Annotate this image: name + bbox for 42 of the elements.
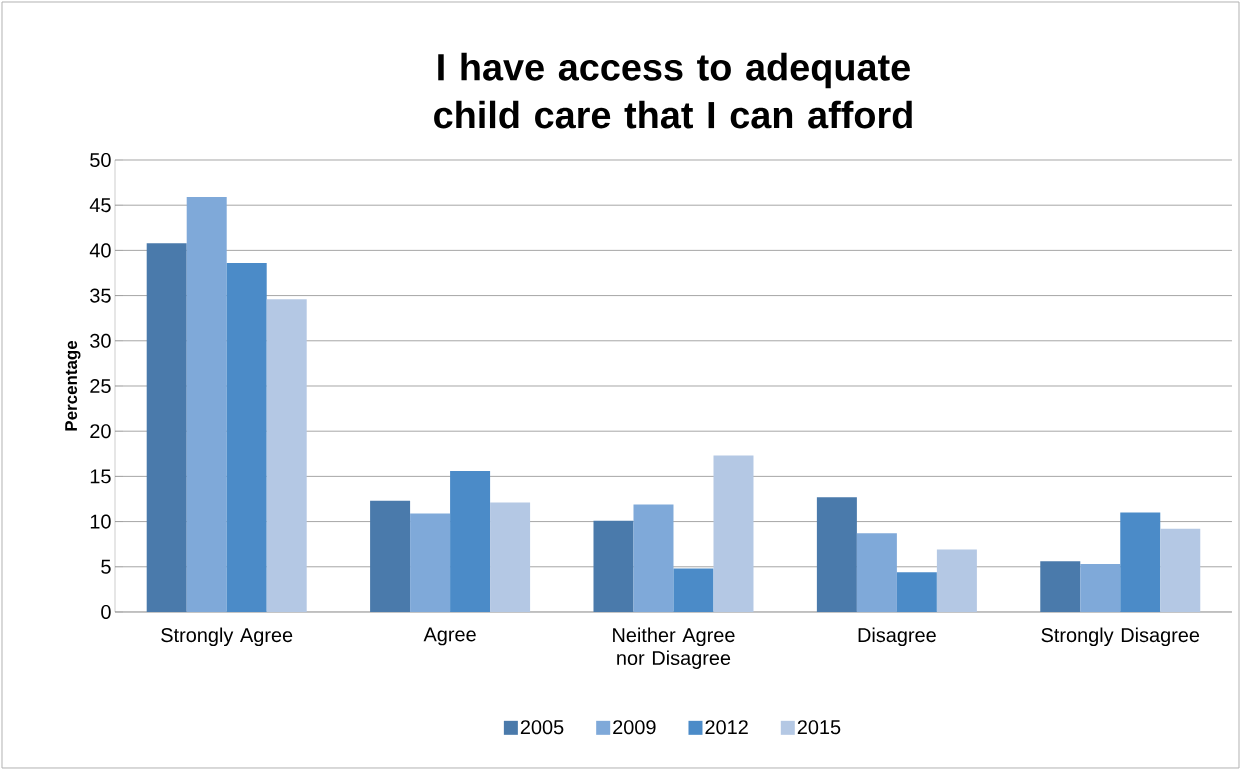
bar [1040,561,1081,612]
bar [896,572,937,612]
bar [856,533,897,612]
legend-label: 2009 [613,720,656,735]
bar [450,470,491,612]
legend-label: 2005 [520,720,564,735]
bar [1120,512,1161,612]
y-tick-label: 15 [90,469,111,484]
y-tick-label: 20 [90,424,111,439]
y-tick-label: 5 [101,559,111,574]
bar [633,504,674,612]
bar [226,263,267,612]
x-tick-label: Agree [423,627,476,646]
bar [370,500,411,612]
bar [186,197,227,612]
bar [1080,564,1121,612]
y-tick-label: 25 [90,378,111,394]
x-tick-label: Strongly Disagree [1041,627,1200,647]
bar [490,502,531,612]
bar [410,513,451,612]
y-tick-label: 0 [101,604,111,620]
bar [816,497,857,612]
bar [713,455,754,612]
bar [673,568,714,612]
x-tick-label: Disagree [858,627,936,647]
bar [593,520,634,612]
bar [1160,528,1201,612]
bar [936,549,977,612]
x-tick-label: Strongly Agree [161,627,293,647]
legend-label: 2012 [705,720,748,735]
x-tick-label: Neither Agree nor Disagree [613,627,735,669]
bar [266,299,307,612]
y-tick-label: 10 [90,514,111,529]
y-tick-label: 30 [90,333,111,348]
y-tick-label: 45 [89,198,111,213]
legend-label: 2015 [797,720,841,735]
y-tick-label: 50 [90,152,111,168]
chart-title: I have access to adequate child care that I can afford [434,52,912,129]
y-tick-label: 40 [89,243,111,258]
y-axis-title: Percentage [65,340,81,431]
bar [146,243,187,612]
y-tick-label: 35 [90,288,111,303]
